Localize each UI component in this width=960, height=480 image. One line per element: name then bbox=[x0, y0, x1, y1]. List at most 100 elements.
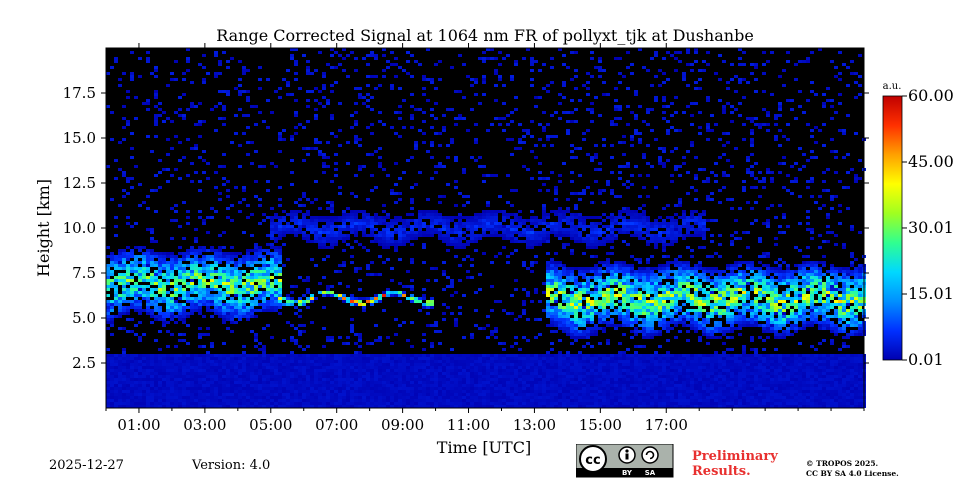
heat-cell-2994 bbox=[774, 273, 778, 276]
heat-cell-1223 bbox=[310, 201, 314, 204]
heat-cell-98 bbox=[226, 60, 230, 63]
heat-cell-3263 bbox=[218, 282, 222, 285]
heat-cell-3545 bbox=[734, 288, 738, 291]
heat-cell-177 bbox=[314, 69, 318, 72]
heat-cell-4466 bbox=[602, 312, 606, 315]
heat-cell-3653 bbox=[670, 291, 674, 294]
heat-cell-2165 bbox=[326, 240, 330, 243]
heat-cell-4541 bbox=[246, 315, 250, 318]
heat-cell-630 bbox=[454, 123, 458, 126]
heat-cell-3563 bbox=[822, 288, 826, 291]
heat-cell-708 bbox=[434, 132, 438, 135]
heat-cell-4253 bbox=[602, 306, 606, 309]
heat-cell-3481 bbox=[210, 288, 214, 291]
heat-cell-2720 bbox=[278, 267, 282, 270]
heat-cell-322 bbox=[234, 87, 238, 90]
heat-cell-3355 bbox=[134, 285, 138, 288]
heat-cell-3418 bbox=[650, 285, 654, 288]
heat-cell-1237 bbox=[754, 201, 758, 204]
heat-cell-338 bbox=[614, 87, 618, 90]
heat-cell-3041 bbox=[230, 276, 234, 279]
heat-cell-1731 bbox=[458, 225, 462, 228]
heat-cell-2895 bbox=[814, 270, 818, 273]
heat-cell-4403 bbox=[798, 309, 802, 312]
heat-cell-2553 bbox=[350, 261, 354, 264]
heat-cell-2929 bbox=[214, 273, 218, 276]
heat-cell-4732 bbox=[642, 321, 646, 324]
heat-cell-4752 bbox=[738, 321, 742, 324]
heat-cell-1454 bbox=[506, 216, 510, 219]
heat-cell-3324 bbox=[746, 282, 750, 285]
heat-cell-4929 bbox=[350, 330, 354, 333]
heat-cell-1857 bbox=[598, 228, 602, 231]
heat-cell-2490 bbox=[238, 258, 242, 261]
heat-cell-1125 bbox=[754, 186, 758, 189]
heat-cell-3326 bbox=[758, 282, 762, 285]
heat-cell-3211 bbox=[738, 279, 742, 282]
heat-cell-2437 bbox=[378, 255, 382, 258]
heat-cell-3812 bbox=[838, 294, 842, 297]
heat-cell-25 bbox=[406, 51, 410, 54]
heat-cell-4505 bbox=[798, 312, 802, 315]
heat-cell-2759 bbox=[690, 267, 694, 270]
heat-cell-732 bbox=[530, 135, 534, 138]
heat-cell-2597 bbox=[850, 261, 854, 264]
heat-cell-480 bbox=[730, 105, 734, 108]
heat-cell-2619 bbox=[194, 264, 198, 267]
heat-cell-4560 bbox=[618, 315, 622, 318]
heat-cell-4935 bbox=[554, 330, 558, 333]
heat-cell-941 bbox=[238, 165, 242, 168]
heat-cell-896 bbox=[834, 156, 838, 159]
heat-cell-1264 bbox=[146, 207, 150, 210]
heat-cell-1792 bbox=[274, 228, 278, 231]
heat-cell-3728 bbox=[310, 294, 314, 297]
heat-cell-1564 bbox=[578, 219, 582, 222]
heat-cell-4631 bbox=[534, 318, 538, 321]
heat-cell-3 bbox=[330, 48, 334, 51]
heat-cell-3736 bbox=[374, 294, 378, 297]
heat-cell-3539 bbox=[710, 288, 714, 291]
heat-cell-4487 bbox=[706, 312, 710, 315]
heat-cell-2864 bbox=[670, 270, 674, 273]
heat-cell-301 bbox=[166, 84, 170, 87]
heat-cell-3632 bbox=[574, 291, 578, 294]
heat-cell-2309 bbox=[686, 246, 690, 249]
heat-cell-4404 bbox=[802, 309, 806, 312]
heat-cell-1399 bbox=[198, 216, 202, 219]
heat-cell-774 bbox=[246, 141, 250, 144]
heat-cell-839 bbox=[278, 150, 282, 153]
heat-cell-2753 bbox=[658, 267, 662, 270]
heat-cell-2301 bbox=[530, 246, 534, 249]
heat-cell-4911 bbox=[802, 327, 806, 330]
heat-cell-2688 bbox=[118, 267, 122, 270]
heat-cell-4757 bbox=[766, 321, 770, 324]
heat-cell-3389 bbox=[406, 285, 410, 288]
heat-cell-4265 bbox=[658, 306, 662, 309]
heat-cell-2749 bbox=[642, 267, 646, 270]
heat-cell-3036 bbox=[206, 276, 210, 279]
heat-cell-597 bbox=[830, 117, 834, 120]
heat-cell-2369 bbox=[214, 252, 218, 255]
heat-cell-672 bbox=[214, 129, 218, 132]
heat-cell-3977 bbox=[262, 300, 266, 303]
heat-cell-4782 bbox=[266, 324, 270, 327]
heat-cell-3791 bbox=[734, 294, 738, 297]
heat-cell-2634 bbox=[314, 264, 318, 267]
heat-cell-3049 bbox=[262, 276, 266, 279]
heat-cell-3596 bbox=[226, 291, 230, 294]
heat-cell-4521 bbox=[118, 315, 122, 318]
heat-cell-419 bbox=[426, 99, 430, 102]
heat-cell-4043 bbox=[706, 300, 710, 303]
heat-cell-4231 bbox=[294, 306, 298, 309]
heat-cell-3411 bbox=[622, 285, 626, 288]
heat-cell-3372 bbox=[230, 285, 234, 288]
heat-cell-2492 bbox=[246, 258, 250, 261]
heat-cell-1667 bbox=[630, 222, 634, 225]
heat-cell-3259 bbox=[202, 282, 206, 285]
heat-cell-2375 bbox=[238, 252, 242, 255]
heat-cell-603 bbox=[202, 120, 206, 123]
heat-cell-4309 bbox=[142, 309, 146, 312]
heat-cell-2337 bbox=[266, 249, 270, 252]
heat-cell-764 bbox=[718, 138, 722, 141]
heat-cell-1696 bbox=[282, 225, 286, 228]
